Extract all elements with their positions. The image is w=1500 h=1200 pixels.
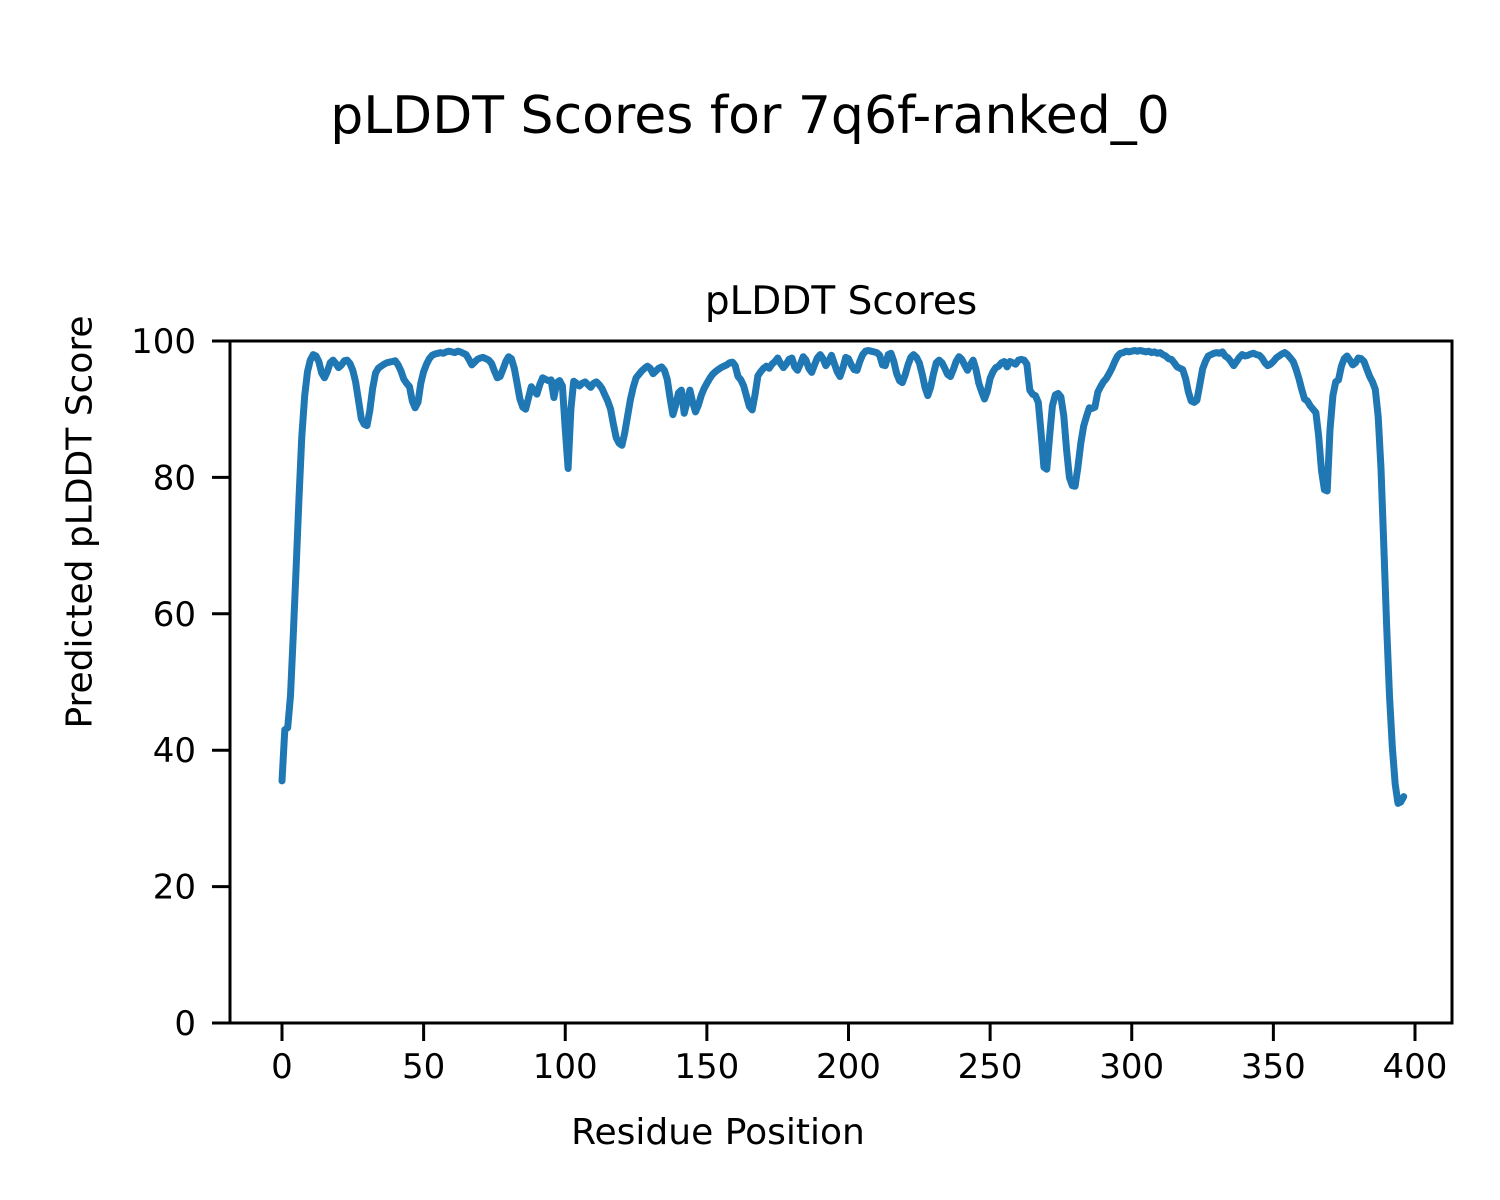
x-axis-label: Residue Position bbox=[571, 1112, 865, 1153]
y-tick-label: 40 bbox=[153, 731, 196, 771]
x-tick-label: 50 bbox=[402, 1047, 445, 1087]
y-axis-label: Predicted pLDDT Score bbox=[59, 315, 101, 729]
x-tick-label: 250 bbox=[958, 1047, 1023, 1087]
x-tick-label: 300 bbox=[1099, 1047, 1164, 1087]
axes-spines bbox=[228, 339, 1454, 1025]
y-tick-label: 20 bbox=[153, 868, 196, 908]
x-tick-label: 400 bbox=[1383, 1047, 1448, 1087]
x-tick-label: 100 bbox=[533, 1047, 598, 1087]
plddt-line bbox=[278, 347, 1408, 807]
x-axis-ticks: 0 50 100 150 200 250 300 350 400 bbox=[271, 1023, 1447, 1087]
plddt-line-series bbox=[278, 347, 1408, 807]
y-tick-label: 0 bbox=[174, 1004, 196, 1044]
figure-title: pLDDT Scores for 7q6f-ranked_0 bbox=[330, 86, 1170, 146]
x-tick-label: 350 bbox=[1241, 1047, 1306, 1087]
y-tick-label: 100 bbox=[131, 322, 196, 362]
y-axis-ticks: 0 20 40 60 80 100 bbox=[131, 322, 230, 1044]
y-tick-label: 80 bbox=[153, 458, 196, 498]
x-tick-label: 150 bbox=[674, 1047, 739, 1087]
y-tick-label: 60 bbox=[153, 595, 196, 635]
x-tick-label: 200 bbox=[816, 1047, 881, 1087]
x-tick-label: 0 bbox=[271, 1047, 293, 1087]
axes-title: pLDDT Scores bbox=[704, 279, 978, 324]
plot-border bbox=[228, 339, 1454, 1025]
